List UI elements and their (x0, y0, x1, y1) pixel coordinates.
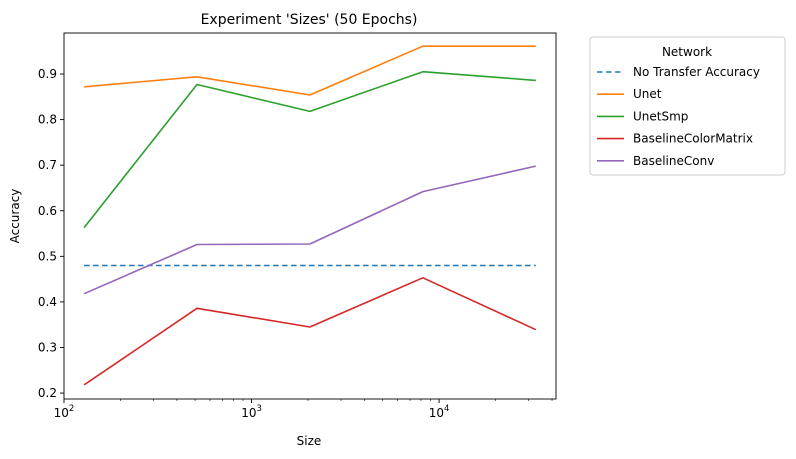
legend-label-4: BaselineConv (633, 154, 714, 168)
legend-frame (589, 36, 786, 176)
legend-label-3: BaselineColorMatrix (633, 132, 753, 146)
chart-title: Experiment 'Sizes' (50 Epochs) (201, 12, 418, 28)
y-tick-label-1: 0.3 (38, 340, 57, 354)
y-tick-label-7: 0.9 (38, 67, 57, 81)
legend-label-0: No Transfer Accuracy (633, 65, 760, 79)
plot-frame (63, 32, 557, 400)
series-line-2 (83, 70, 536, 229)
y-axis-label: Accuracy (8, 189, 22, 244)
y-tick-label-0: 0.2 (38, 386, 57, 400)
y-tick-label-4: 0.6 (38, 204, 57, 218)
legend-title: Network (662, 45, 712, 59)
x-tick-label-1: 103 (241, 404, 262, 420)
legend: Network No Transfer Accuracy Unet UnetSmp B… (589, 36, 786, 176)
series-line-4 (83, 165, 536, 295)
legend-label-2: UnetSmp (633, 109, 688, 123)
x-axis-label: Size (297, 434, 322, 448)
x-tick-label-2: 104 (429, 404, 450, 420)
series-line-1 (84, 45, 536, 96)
x-tick-label-0: 102 (54, 404, 75, 420)
legend-label-1: Unet (633, 87, 662, 101)
x-axis-ticks: 102 103 104 (54, 399, 553, 420)
y-tick-label-5: 0.7 (38, 158, 57, 172)
legend-items: No Transfer Accuracy Unet UnetSmp BaselineC… (597, 65, 760, 168)
series-line-3 (83, 276, 537, 386)
plot-area (83, 45, 537, 386)
y-axis-ticks: 0.2 0.3 0.4 0.5 0.6 0.7 0.8 0.9 (38, 67, 64, 400)
y-tick-label-2: 0.4 (38, 295, 57, 309)
y-tick-label-6: 0.8 (38, 113, 57, 127)
y-tick-label-3: 0.5 (38, 249, 57, 263)
